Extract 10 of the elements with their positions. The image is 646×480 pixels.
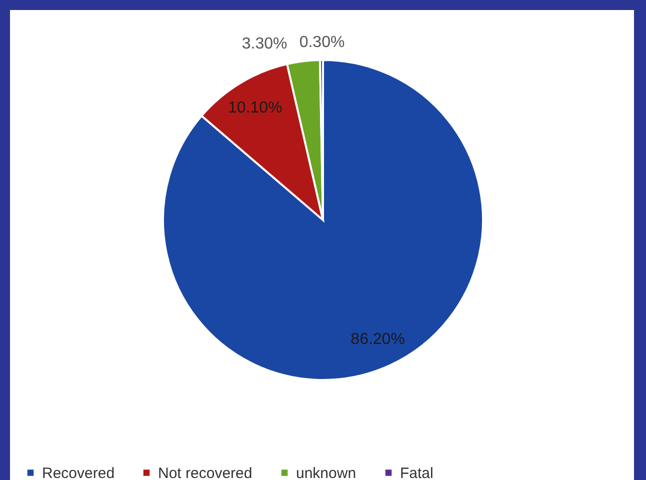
data-label: 0.30% [299, 34, 345, 52]
pie-slice [162, 59, 484, 381]
data-label: 3.30% [242, 35, 288, 52]
data-label: 10.10% [228, 100, 282, 117]
legend-label: Not recovered [158, 464, 252, 480]
legend-label: unknown [296, 464, 356, 480]
legend-label: Recovered [42, 464, 115, 480]
legend-label: Fatal [400, 464, 434, 480]
data-label: 86.20% [350, 331, 405, 348]
pie-slice [200, 63, 324, 221]
